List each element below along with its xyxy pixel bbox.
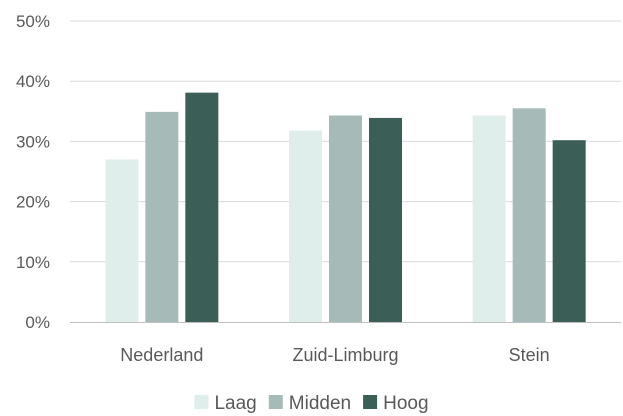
x-category-label: Nederland	[120, 345, 203, 365]
legend-label-midden: Midden	[289, 393, 351, 414]
legend-label-laag: Laag	[214, 393, 256, 414]
legend-swatch-laag	[194, 395, 209, 409]
legend-swatch-hoog	[363, 395, 378, 409]
y-tick-label: 30%	[16, 132, 50, 151]
bar-nederland-hoog	[185, 92, 219, 322]
bar-zuid-limburg-hoog	[369, 117, 402, 322]
bar-stein-hoog	[552, 140, 586, 322]
y-axis-tick-labels: 0% 10% 20% 30% 40% 50%	[16, 12, 50, 332]
x-axis-category-labels: Nederland Zuid-Limburg Stein	[120, 345, 549, 365]
bar-nederland-midden	[145, 111, 179, 322]
y-tick-label: 20%	[16, 193, 50, 212]
legend: Laag Midden Hoog	[194, 393, 429, 414]
bar-zuid-limburg-laag	[289, 130, 322, 322]
y-tick-label: 10%	[16, 253, 50, 272]
bar-zuid-limburg-midden	[329, 115, 362, 322]
bar-stein-midden	[512, 108, 546, 322]
bar-stein-laag	[472, 115, 506, 322]
bars	[105, 92, 586, 322]
legend-swatch-midden	[268, 395, 283, 409]
x-category-label: Zuid-Limburg	[292, 345, 398, 365]
x-category-label: Stein	[509, 345, 550, 365]
y-tick-label: 40%	[16, 72, 50, 91]
y-tick-label: 50%	[16, 12, 50, 31]
legend-label-hoog: Hoog	[383, 393, 428, 414]
bar-nederland-laag	[105, 159, 139, 322]
y-tick-label: 0%	[25, 313, 50, 332]
